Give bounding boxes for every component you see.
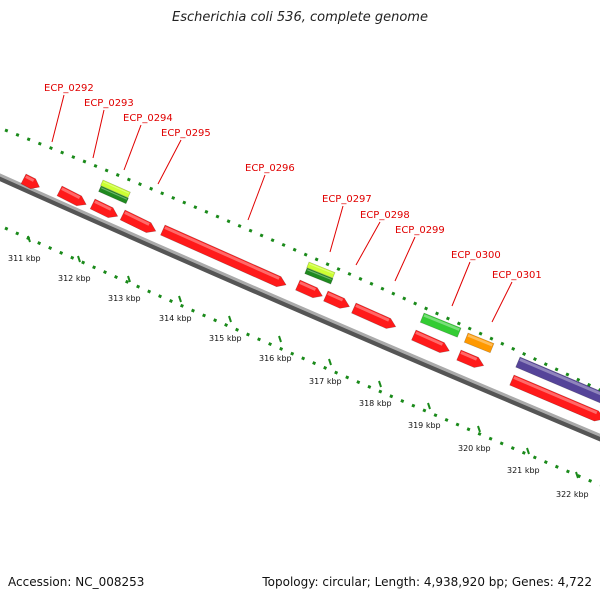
ruler-tick-mark [278,335,282,343]
ruler-tick-label: 318 kbp [359,399,392,408]
ruler-tick-label: 320 kbp [458,444,491,453]
ruler-tick-mark [27,235,31,243]
gene-label: ECP_0298 [360,210,410,221]
gene-ECP_0294-rna-light [100,179,131,199]
outer-dashed-track [4,128,600,392]
gene-ECP_0294-cds [89,198,119,218]
gene-ECP_0300-cds [411,329,450,353]
ruler-tick-mark [328,358,332,366]
ruler-tick-label: 322 kbp [556,490,589,499]
gene-leader-line [92,109,105,159]
gene-ECP_0301-cds [456,349,485,368]
gene-ECP_0298 [323,290,350,309]
ruler-tick-label: 311 kbp [8,254,41,263]
gene-leader-line [394,236,416,282]
ruler-tick-mark [178,295,182,303]
ruler-tick-label: 316 kbp [259,354,292,363]
gene-label: ECP_0293 [84,98,134,109]
ruler-tick-mark [228,315,232,323]
gene-label: ECP_0295 [161,128,211,139]
inner-dashed-track [4,226,600,487]
backbone-shadow [0,174,600,442]
ruler-tick-mark [77,255,81,263]
gene-label: ECP_0296 [245,163,295,174]
genome-summary-text: Topology: circular; Length: 4,938,920 bp… [262,575,592,589]
ruler-tick-mark [127,275,131,283]
ruler-tick-label: 315 kbp [209,334,242,343]
ruler-tick-mark [427,402,431,410]
gene-label: ECP_0292 [44,83,94,94]
gene-ECP_0293 [56,185,87,207]
feature-layer [20,173,600,422]
ruler-tick-label: 312 kbp [58,274,91,283]
gene-ECP_0292 [20,173,40,190]
gene-ECP_0297-rna-dark [304,267,334,285]
gene-ECP_0295 [119,209,157,233]
gene-leader-line [247,174,266,221]
gene-leader-line [157,139,182,185]
backbone [0,173,600,437]
gene-label: ECP_0294 [123,113,173,124]
gene-leader-line [329,205,344,253]
page-title: Escherichia coli 536, complete genome [172,10,428,25]
ruler-ticks: 311 kbp 312 kbp 313 kbp 314 kbp 315 kbp 316 k… [8,235,589,499]
gene-leader-line [51,94,65,143]
gene-leader-line [451,261,471,307]
ruler-tick-mark [378,380,382,388]
gene-leader-line [491,281,513,323]
gene-label: ECP_0300 [451,250,501,261]
ruler-tick-mark [477,425,481,433]
gene-label: ECP_0297 [322,194,372,205]
accession-text: Accession: NC_008253 [8,575,145,589]
gene-ECP_0296 [160,224,287,288]
ruler-tick-label: 317 kbp [309,377,342,386]
ruler-tick-label: 314 kbp [159,314,192,323]
gene-leader-line [355,221,381,266]
gene-ECP_0297 [295,279,323,299]
gene-partial-cds [509,374,600,422]
ruler-tick-mark [575,471,579,479]
gene-ECP_0301-feature [463,332,495,354]
ruler-tick-mark [526,447,530,455]
gene-leader-line [123,124,142,171]
ruler-tick-label: 321 kbp [507,466,540,475]
gene-ECP_0294-rna-dark [98,185,129,205]
gene-ECP_0300-feature [419,312,462,338]
ruler-tick-label: 319 kbp [408,421,441,430]
feature-purple-partial [515,356,600,405]
gene-ECP_0297-rna-light [306,261,336,279]
gene-ECP_0299 [351,302,397,329]
ruler-tick-label: 313 kbp [108,294,141,303]
gene-label-layer: ECP_0292 ECP_0293 ECP_0294 ECP_0295 ECP_0296… [44,83,542,323]
gene-label: ECP_0299 [395,225,445,236]
gene-label: ECP_0301 [492,270,542,281]
